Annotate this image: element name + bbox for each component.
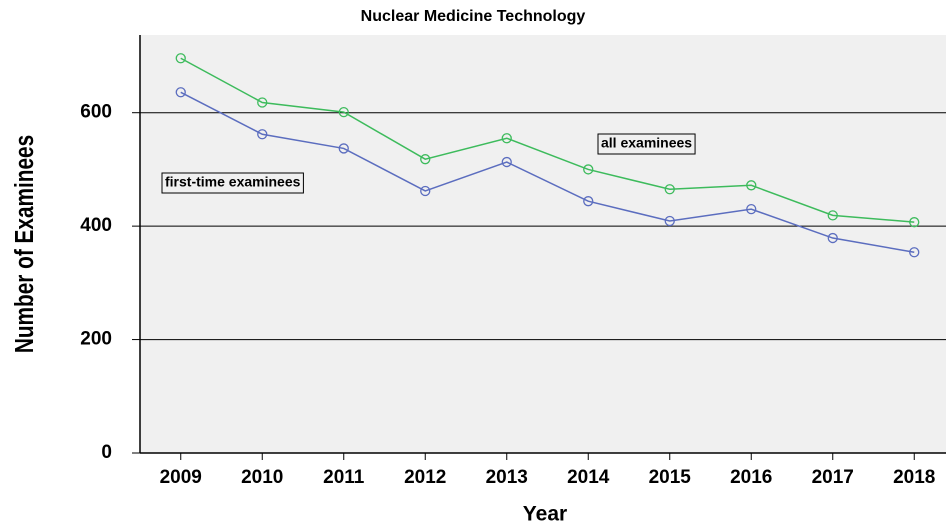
x-tick-label: 2015 — [649, 467, 692, 488]
data-point — [909, 247, 920, 258]
data-point — [257, 97, 268, 108]
x-axis-label: Year — [523, 503, 567, 526]
annotation-box — [597, 133, 696, 155]
data-point — [175, 87, 186, 98]
data-point — [909, 217, 920, 228]
series-line — [180, 91, 915, 253]
x-tick-label: 2014 — [567, 467, 610, 488]
x-tick-label: 2017 — [812, 467, 854, 488]
annotation-box — [161, 172, 304, 194]
data-point — [746, 180, 757, 191]
data-point — [664, 184, 675, 195]
series-annotation: all examinees — [601, 135, 692, 151]
x-tick-label: 2010 — [241, 467, 283, 488]
data-point — [827, 210, 838, 221]
data-point — [664, 215, 675, 227]
x-tick-label: 2011 — [323, 467, 365, 488]
data-point — [827, 232, 838, 244]
data-point — [257, 129, 268, 140]
x-tick-label: 2013 — [486, 467, 528, 488]
data-point — [420, 154, 431, 165]
y-tick-label: 200 — [80, 329, 112, 350]
data-point — [501, 133, 512, 144]
y-axis-label: Number of Examinees — [10, 135, 39, 353]
data-point — [175, 53, 186, 64]
series-line — [180, 57, 915, 223]
data-point — [501, 156, 512, 168]
data-point — [583, 164, 594, 175]
x-tick-label: 2009 — [160, 467, 202, 488]
y-tick-label: 600 — [80, 102, 112, 123]
x-tick-label: 2012 — [404, 467, 446, 488]
x-tick-label: 2018 — [893, 467, 935, 488]
x-tick-label: 2016 — [730, 467, 772, 488]
y-tick-label: 0 — [101, 442, 112, 463]
data-point — [338, 143, 349, 154]
data-point — [338, 106, 349, 118]
data-point — [583, 196, 594, 207]
data-point — [420, 185, 431, 197]
y-tick-label: 400 — [80, 215, 112, 236]
series-annotation: first-time examinees — [165, 174, 301, 190]
chart-title: Nuclear Medicine Technology — [361, 8, 586, 25]
data-point — [746, 203, 757, 215]
